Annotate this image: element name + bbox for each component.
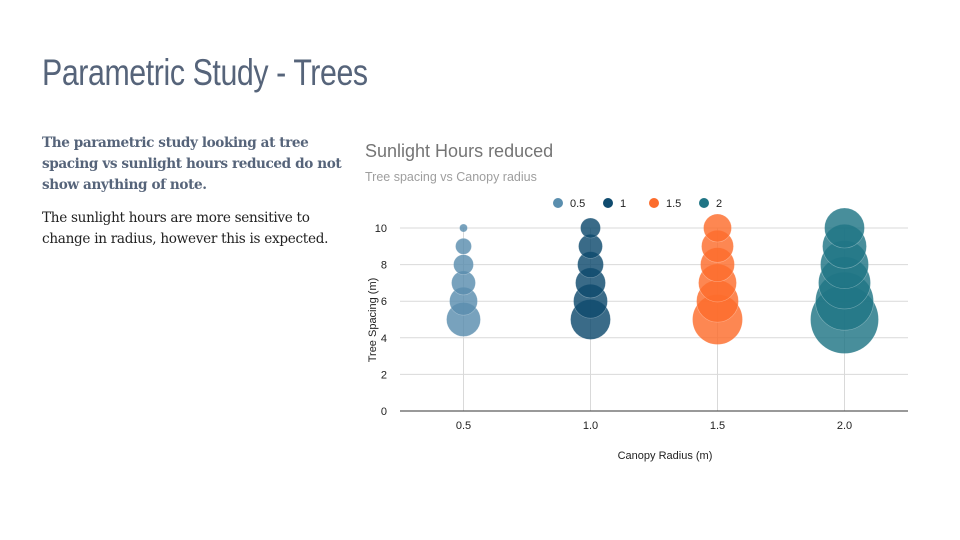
chart-bubbles bbox=[446, 207, 879, 354]
y-tick-label: 0 bbox=[381, 406, 387, 418]
bubble-point bbox=[580, 217, 601, 239]
bubble-chart: Sunlight Hours reduced Tree spacing vs C… bbox=[360, 130, 920, 470]
x-tick-label: 0.5 bbox=[456, 420, 471, 432]
chart-svg: Sunlight Hours reduced Tree spacing vs C… bbox=[365, 141, 908, 462]
summary-paragraph: The parametric study looking at tree spa… bbox=[42, 135, 342, 193]
bubble-point bbox=[455, 238, 472, 255]
bubble-point bbox=[703, 213, 732, 243]
chart-legend: 0.5 1 1.5 2 bbox=[553, 198, 722, 210]
legend-marker bbox=[553, 198, 563, 208]
x-tick-label: 2.0 bbox=[837, 420, 852, 432]
chart-axes: 0 2 4 6 8 10 0.5 1.0 1.5 2.0 bbox=[375, 223, 908, 432]
y-axis-label: Tree Spacing (m) bbox=[367, 278, 379, 363]
y-tick-label: 10 bbox=[375, 223, 387, 235]
legend-marker bbox=[699, 198, 709, 208]
legend-marker bbox=[649, 198, 659, 208]
chart-title: Sunlight Hours reduced bbox=[365, 141, 553, 161]
slide-title: Parametric Study - Trees bbox=[42, 52, 368, 93]
bubble-point bbox=[459, 223, 468, 233]
detail-paragraph: The sunlight hours are more sensitive to… bbox=[42, 210, 329, 247]
x-axis-label: Canopy Radius (m) bbox=[618, 450, 713, 462]
x-tick-label: 1.5 bbox=[710, 420, 725, 432]
y-tick-label: 2 bbox=[381, 369, 387, 381]
bubble-point bbox=[824, 207, 865, 249]
legend-label: 0.5 bbox=[570, 198, 585, 210]
y-tick-label: 6 bbox=[381, 296, 387, 308]
chart-subtitle: Tree spacing vs Canopy radius bbox=[365, 170, 537, 184]
legend-label: 2 bbox=[716, 198, 722, 210]
bubble-point bbox=[453, 254, 474, 275]
legend-label: 1.5 bbox=[666, 198, 681, 210]
legend-marker bbox=[603, 198, 613, 208]
y-tick-label: 8 bbox=[381, 260, 387, 272]
x-tick-label: 1.0 bbox=[583, 420, 598, 432]
text-block: The parametric study looking at tree spa… bbox=[42, 133, 342, 250]
legend-label: 1 bbox=[620, 198, 626, 210]
y-tick-label: 4 bbox=[381, 333, 387, 345]
